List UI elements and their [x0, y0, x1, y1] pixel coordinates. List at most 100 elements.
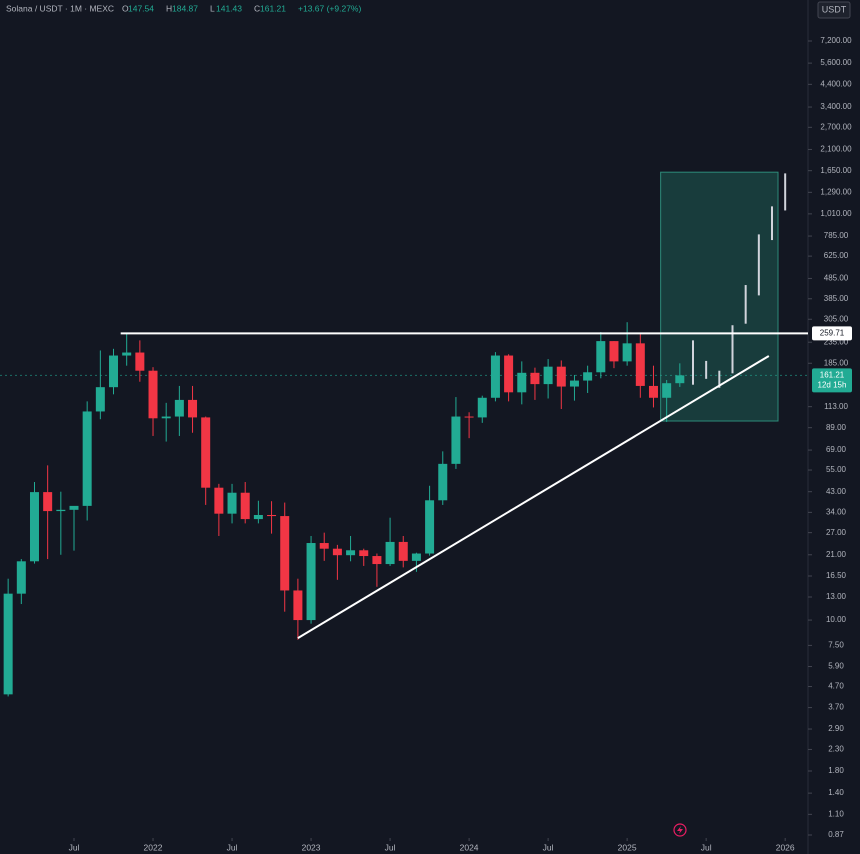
candle-body — [490, 355, 500, 398]
x-tick-label: Jul — [227, 842, 238, 852]
candle-body — [583, 372, 593, 381]
event-icon[interactable] — [673, 823, 687, 837]
candle-body — [398, 541, 408, 561]
candle-body — [16, 561, 26, 594]
candle-body — [148, 370, 158, 419]
y-tick-label: 16.50 — [826, 571, 847, 580]
y-tick-label: 2,100.00 — [820, 145, 852, 154]
y-tick-label: 1,650.00 — [820, 166, 852, 175]
candle-body — [174, 399, 184, 417]
y-tick-label: 2,700.00 — [820, 122, 852, 131]
x-tick-label: Jul — [701, 842, 712, 852]
y-tick-label: 4.70 — [828, 682, 844, 691]
candle-body — [122, 352, 132, 356]
plot-area — [0, 171, 808, 697]
candle-body — [3, 593, 13, 695]
candle-body — [635, 343, 645, 386]
candle-body — [240, 492, 250, 520]
resistance-label: 259.71 — [820, 329, 845, 338]
x-tick-label: Jul — [69, 842, 80, 852]
currency-button[interactable] — [817, 1, 851, 19]
y-tick-label: 785.00 — [824, 231, 849, 240]
ohlc-key: L — [210, 3, 215, 13]
y-tick-label: 21.00 — [826, 550, 847, 559]
y-tick-label: 1,010.00 — [820, 209, 852, 218]
candle-body — [69, 505, 79, 510]
x-tick-label: 2026 — [776, 842, 795, 852]
candle-body — [622, 343, 632, 362]
y-tick-label: 5.90 — [828, 662, 844, 671]
y-tick-label: 305.00 — [824, 314, 849, 323]
ohlc-key: O — [122, 3, 129, 13]
y-tick-label: 34.00 — [826, 507, 847, 516]
ohlc-change: +13.67 (+9.27%) — [298, 3, 361, 13]
candle-body — [425, 500, 435, 554]
ohlc-key: C — [254, 3, 260, 13]
event-icon-bolt — [677, 826, 683, 834]
candle-body — [662, 383, 672, 398]
y-tick-label: 1,290.00 — [820, 187, 852, 196]
candle-body — [280, 516, 290, 591]
candle-body — [504, 355, 514, 393]
candle-body — [543, 366, 553, 385]
y-tick-label: 55.00 — [826, 465, 847, 474]
y-tick-label: 1.80 — [828, 766, 844, 775]
y-tick-label: 7,200.00 — [820, 36, 852, 45]
y-tick-label: 485.00 — [824, 274, 849, 283]
candle-body — [95, 387, 105, 412]
ohlc-value: 161.21 — [260, 3, 286, 13]
candle-body — [609, 341, 619, 362]
y-tick-label: 1.10 — [828, 809, 844, 818]
candle-body — [201, 417, 211, 488]
x-tick-label: 2023 — [302, 842, 321, 852]
candle-body — [675, 375, 685, 384]
y-tick-label: 625.00 — [824, 251, 849, 260]
ohlc-value: 147.54 — [128, 3, 154, 13]
candle-body — [161, 416, 171, 419]
candle-body — [214, 487, 224, 514]
currency[interactable]: USDT — [822, 4, 847, 14]
last-price-label: 161.21 — [820, 370, 845, 379]
y-tick-label: 235.00 — [824, 337, 849, 346]
candle-body — [464, 416, 474, 418]
candle-body — [385, 541, 395, 565]
header: Solana / USDT · 1M · MEXC O 147.54 H 184.87… — [6, 3, 361, 13]
y-tick-label: 385.00 — [824, 294, 849, 303]
countdown: 12d 15h — [818, 380, 847, 389]
candle-body — [648, 385, 658, 398]
candle-body — [477, 397, 487, 418]
axes: 7,200.00 5,600.00 4,400.00 3,400.00 2,700.00… — [69, 36, 853, 852]
candle-body — [82, 411, 92, 506]
candle-body — [596, 341, 606, 373]
y-tick-label: 2.90 — [828, 724, 844, 733]
candle-body — [556, 366, 566, 387]
y-tick-label: 10.00 — [826, 615, 847, 624]
trendline — [297, 355, 770, 639]
y-tick-label: 13.00 — [826, 592, 847, 601]
y-tick-label: 69.00 — [826, 445, 847, 454]
y-tick-label: 5,600.00 — [820, 58, 852, 67]
resistance-label-bg — [812, 326, 852, 341]
candle-body — [306, 543, 316, 621]
ohlc-value: 141.43 — [216, 3, 242, 13]
x-tick-label: 2024 — [460, 842, 479, 852]
candle-body — [109, 355, 119, 388]
y-tick-label: 3.70 — [828, 703, 844, 712]
candle-body — [56, 509, 66, 512]
x-tick-label: 2022 — [144, 842, 163, 852]
candle-body — [135, 352, 145, 371]
candle-body — [569, 380, 579, 387]
x-tick-label: Jul — [543, 842, 554, 852]
y-tick-label: 2.30 — [828, 745, 844, 754]
candle-body — [332, 548, 342, 556]
candle-body — [451, 416, 461, 464]
ohlc-value: 184.87 — [172, 3, 198, 13]
y-tick-label: 89.00 — [826, 423, 847, 432]
y-tick-label: 1.40 — [828, 788, 844, 797]
candle-body — [43, 492, 53, 512]
candle-body — [372, 556, 382, 565]
candle-body — [530, 372, 540, 385]
x-tick-label: 2025 — [618, 842, 637, 852]
